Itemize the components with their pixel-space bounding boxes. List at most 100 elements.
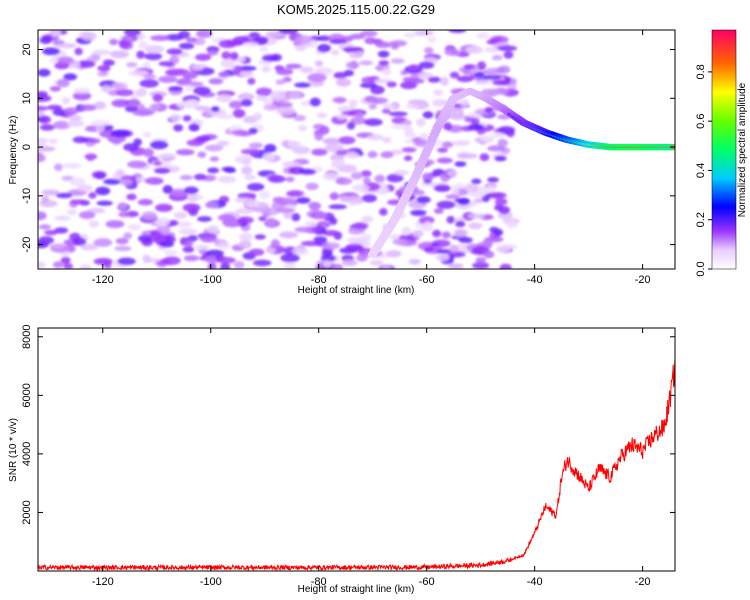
heatmap-cell	[349, 33, 365, 40]
heatmap-cell	[218, 71, 230, 78]
heatmap-cell	[463, 64, 476, 70]
heatmap-cell	[449, 113, 467, 120]
heatmap-cell	[179, 174, 193, 181]
heatmap-cell	[142, 131, 152, 138]
heatmap-cell	[436, 249, 454, 254]
heatmap-cell	[49, 86, 62, 92]
x-tick-label: -120	[92, 274, 114, 286]
heatmap-cell	[456, 75, 474, 83]
heatmap-cell	[153, 160, 163, 166]
heatmap-cell	[419, 133, 429, 141]
heatmap-cell	[446, 215, 455, 224]
heatmap-cell	[464, 185, 479, 192]
heatmap-cell	[390, 42, 399, 50]
spectrogram-frame	[37, 29, 676, 270]
heatmap-cell	[47, 104, 62, 111]
heatmap-cell	[278, 30, 298, 35]
heatmap-cell	[73, 87, 90, 94]
heatmap-cell	[322, 260, 332, 268]
heatmap-cell	[156, 153, 177, 159]
heatmap-cell	[144, 45, 165, 54]
heatmap-cell	[258, 190, 271, 200]
heatmap-cell	[458, 236, 473, 244]
heatmap-cell	[281, 161, 301, 167]
heatmap-cell	[39, 124, 55, 131]
heatmap-cell	[182, 246, 195, 253]
heatmap-cell	[233, 260, 245, 269]
heatmap-cell	[186, 99, 200, 108]
heatmap-cell	[93, 101, 106, 110]
heatmap-cell	[56, 78, 70, 88]
heatmap-cell	[322, 230, 340, 237]
y-tick-label: 10	[21, 92, 33, 104]
heatmap-cell	[207, 50, 219, 56]
heatmap-cell	[404, 131, 417, 138]
heatmap-cell	[69, 177, 86, 187]
heatmap-cell	[39, 36, 52, 44]
heatmap-cell	[88, 220, 100, 228]
heatmap-cell	[315, 60, 323, 67]
heatmap-cell	[91, 171, 107, 179]
heatmap-cell	[367, 134, 384, 141]
heatmap-cell	[349, 99, 358, 108]
heatmap-cell	[361, 76, 377, 84]
heatmap-cell	[247, 183, 265, 191]
heatmap-cell	[497, 126, 516, 135]
heatmap-cell	[499, 263, 512, 269]
heatmap-cell	[280, 253, 300, 263]
heatmap-cell	[293, 114, 306, 122]
heatmap-cell	[352, 222, 369, 230]
heatmap-cell	[313, 236, 328, 243]
heatmap-cell	[96, 200, 113, 206]
heatmap-cell	[142, 254, 151, 264]
heatmap-cell	[275, 207, 295, 213]
heatmap-cell	[448, 251, 466, 258]
heatmap-cell	[207, 262, 217, 269]
heatmap-cell	[38, 110, 45, 117]
heatmap-cell	[197, 151, 207, 158]
heatmap-cell	[416, 196, 431, 204]
heatmap-cell	[117, 257, 136, 266]
heatmap-cell	[220, 262, 231, 269]
heatmap-cell	[127, 224, 141, 231]
heatmap-cell	[494, 155, 507, 162]
heatmap-cell	[297, 124, 308, 132]
heatmap-cell	[489, 192, 507, 199]
spectrogram-y-label: Frequency (Hz)	[8, 116, 19, 185]
heatmap-cell	[63, 263, 74, 269]
heatmap-cell	[364, 118, 383, 126]
heatmap-cell	[263, 104, 279, 111]
heatmap-cell	[152, 93, 164, 103]
heatmap-cell	[253, 112, 263, 121]
heatmap-cell	[173, 124, 184, 132]
heatmap-cell	[346, 122, 356, 130]
heatmap-cell	[196, 30, 213, 38]
heatmap-cell	[149, 103, 161, 110]
heatmap-cell	[76, 60, 96, 68]
heatmap-cell	[309, 97, 321, 107]
heatmap-cell	[304, 220, 318, 228]
heatmap-cell	[74, 47, 83, 56]
heatmap-cell	[248, 32, 261, 39]
heatmap-cell	[79, 211, 96, 220]
heatmap-cell	[442, 141, 454, 148]
heatmap-cell	[386, 250, 402, 258]
heatmap-cell	[456, 203, 471, 210]
heatmap-cell	[285, 176, 295, 183]
x-tick-label: -100	[200, 274, 222, 286]
colorbar-label: Normalized spectral amplitude	[737, 82, 748, 217]
heatmap-cell	[126, 62, 138, 68]
heatmap-cell	[72, 91, 92, 101]
heatmap-cell	[329, 217, 338, 225]
x-tick-label: -60	[419, 576, 435, 588]
heatmap-cell	[239, 232, 253, 242]
heatmap-cell	[299, 66, 314, 74]
heatmap-cell	[119, 178, 133, 186]
heatmap-cell	[132, 109, 153, 117]
heatmap-cell	[494, 198, 508, 206]
heatmap-cell	[248, 142, 263, 149]
heatmap-cell	[38, 137, 49, 144]
heatmap-cell	[476, 32, 490, 40]
heatmap-cell	[434, 184, 451, 192]
heatmap-cell	[432, 229, 442, 238]
